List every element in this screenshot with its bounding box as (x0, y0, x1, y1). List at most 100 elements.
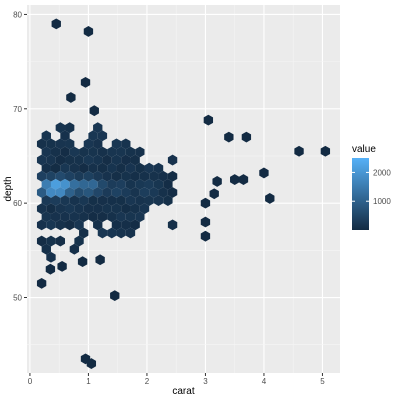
hexbin-cell (55, 235, 66, 247)
hexbin-cell (111, 219, 122, 231)
hexbin-cell (45, 263, 56, 275)
hexbin-cell (93, 219, 103, 231)
x-tick-label: 2 (145, 377, 150, 386)
hexbin-cell (139, 203, 150, 215)
hexbin-cell (130, 203, 140, 215)
hexbin-cell (50, 146, 61, 158)
hexbin-cell (88, 130, 98, 142)
hexbin-cell (135, 211, 145, 223)
hexbin-cell (69, 162, 80, 174)
hexbin-cell (50, 195, 61, 206)
hexbin-cell (320, 145, 331, 157)
hexbin-cell (88, 162, 98, 174)
hexbin-cell (41, 146, 51, 158)
hexbin-cell (107, 195, 117, 206)
hexbin-cell (83, 138, 94, 150)
hexbin-cell (163, 178, 173, 190)
hexbin-cell (88, 195, 98, 206)
hexbin-cell (46, 203, 56, 215)
hexbin-cell (97, 162, 108, 174)
hexbin-cell (79, 227, 89, 239)
hexbin-cell (230, 174, 240, 185)
hexbin-cell (46, 187, 56, 198)
y-tick-label: 60 (13, 199, 22, 208)
hexbin-cell (116, 211, 126, 223)
x-tick-label: 3 (203, 377, 208, 386)
hexbin-cell (110, 290, 120, 302)
hexbin-cell (65, 170, 75, 182)
x-tick-label: 5 (320, 377, 325, 386)
y-tick-label: 50 (13, 294, 22, 303)
hexbin-cell (167, 187, 178, 198)
hexbin-cell (111, 138, 122, 150)
hexbin-cell (60, 130, 70, 142)
hexbin-cell (83, 154, 94, 166)
hexbin-cell (41, 162, 51, 174)
hexbin-cell (238, 174, 249, 185)
hexbin-cell (130, 154, 140, 166)
hexbin-cell (60, 211, 70, 223)
hexbin-cell (93, 203, 103, 215)
hexbin-cell (212, 176, 222, 187)
hexbin-cell (203, 114, 214, 126)
hexbin-cell (158, 170, 168, 182)
hexbin-cell (65, 219, 75, 231)
hexbin-cell (69, 243, 80, 255)
hexbin-cell (83, 26, 94, 37)
hexbin-cell (79, 211, 89, 223)
hexbin-cell (93, 138, 103, 150)
legend-tick-label: 1000 (373, 197, 391, 206)
y-tick-label: 70 (13, 105, 22, 114)
hexbin-cell (55, 219, 66, 231)
hexbin-cell (36, 138, 47, 150)
hexbin-cell (149, 170, 159, 182)
hexbin-cell (125, 211, 136, 223)
hexbin-cell (89, 105, 99, 117)
hexbin-cell (36, 235, 47, 247)
hexbin-cell (65, 138, 75, 150)
hexbin-cell (97, 178, 108, 190)
hexbin-cell (93, 122, 103, 134)
hexbin-cell (125, 178, 136, 190)
hexbin-cell (74, 235, 84, 247)
hexbin-cell (149, 187, 159, 198)
hexbin-cell (163, 195, 173, 206)
hexbin-cell (135, 178, 145, 190)
hexbin-cell (69, 211, 80, 223)
hexbin-cell (41, 178, 51, 190)
hexbin-cell (50, 178, 61, 190)
x-tick-label: 1 (86, 377, 91, 386)
hexbin-cell (97, 211, 108, 223)
hexbin-cell (121, 170, 131, 182)
hexbin-cell (36, 170, 47, 182)
hexbin-cell (50, 162, 61, 174)
hexbin-cell (107, 211, 117, 223)
hexbin-cell (66, 92, 76, 103)
hexbin-cell (65, 187, 75, 198)
hexbin-cell (167, 154, 178, 166)
legend-tick-label: 2000 (373, 168, 391, 177)
hexbin-cell (139, 187, 150, 198)
hexbin-cell (209, 188, 219, 200)
hexbin-cell (116, 178, 126, 190)
hexbin-cell (46, 154, 56, 166)
hexbin-cell (80, 76, 91, 88)
hexbin-cell (135, 162, 145, 174)
hexbin-cell (135, 195, 145, 206)
hexbin-cell (55, 122, 66, 134)
hexbin-cell (144, 178, 154, 190)
hexbin-cell (167, 170, 178, 182)
hexbin-cell (60, 178, 70, 190)
hexbin-cell (111, 154, 122, 166)
hexbin-cells (36, 18, 331, 369)
hexbin-cell (135, 146, 145, 158)
hexbin-cell (116, 195, 126, 206)
hexbin-cell (224, 131, 234, 143)
hexbin-cell (88, 146, 98, 158)
hexbin-cell (79, 146, 89, 158)
hexbin-cell (74, 219, 84, 231)
hexbin-cell (121, 219, 131, 231)
hexbin-cell (60, 195, 70, 206)
hexbin-cell (107, 146, 117, 158)
